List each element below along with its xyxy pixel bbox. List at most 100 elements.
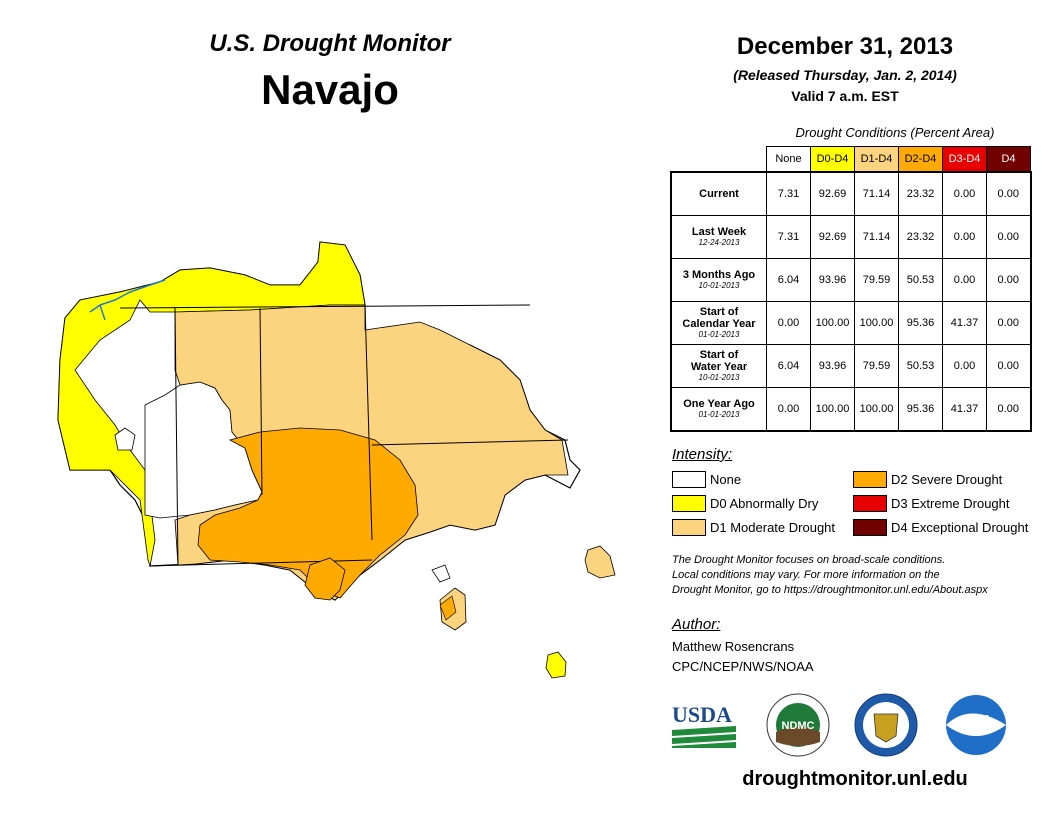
legend-label-d4: D4 Exceptional Drought	[891, 520, 1029, 535]
map-region-none-notch	[114, 427, 136, 451]
note-line-1: The Drought Monitor focuses on broad-sca…	[672, 554, 946, 566]
table-row: Last Week 12-24-2013 7.31 92.69 71.14 23.…	[670, 215, 1032, 259]
table-row: Start of Calendar Year 01-01-2013 0.00 100…	[670, 301, 1032, 345]
commerce-seal-logo	[854, 693, 918, 757]
table-cell: 0.00	[986, 258, 1032, 302]
svg-text:USDA: USDA	[672, 702, 732, 727]
legend-label-d3: D3 Extreme Drought	[891, 496, 1010, 511]
map-boundaries	[119, 304, 569, 567]
table-cell: 23.32	[898, 171, 943, 216]
table-cell: 50.53	[898, 344, 943, 388]
col-header-d4: D4	[986, 146, 1031, 173]
release-date: (Released Thursday, Jan. 2, 2014)	[733, 67, 957, 83]
row-label-one-year-ago: One Year Ago 01-01-2013	[670, 387, 767, 432]
author-name: Matthew Rosencrans	[672, 639, 795, 654]
map-parcel-south	[545, 651, 567, 679]
table-cell: 50.53	[898, 258, 943, 302]
table-cell: 71.14	[854, 215, 899, 259]
col-header-d1-d4: D1-D4	[854, 146, 899, 173]
table-cell: 92.69	[810, 215, 855, 259]
table-header-row: None D0-D4 D1-D4 D2-D4 D3-D4 D4	[671, 146, 1031, 173]
usda-logo: USDA	[672, 702, 736, 748]
table-cell: 0.00	[766, 387, 811, 432]
row-label-last-week: Last Week 12-24-2013	[670, 215, 767, 259]
col-header-d3-d4: D3-D4	[942, 146, 987, 173]
legend-swatch-none	[672, 471, 706, 488]
table-cell: 41.37	[942, 301, 987, 345]
legend-swatch-d2	[853, 471, 887, 488]
table-cell: 0.00	[986, 215, 1032, 259]
table-cell: 6.04	[766, 344, 811, 388]
map-date: December 31, 2013	[736, 33, 954, 60]
svg-text:NOAA: NOAA	[961, 714, 990, 725]
note-line-3: Drought Monitor, go to https://droughtmo…	[672, 584, 988, 596]
table-row: 3 Months Ago 10-01-2013 6.04 93.96 79.59 …	[670, 258, 1032, 302]
author-block: Matthew Rosencrans CPC/NCEP/NWS/NOAA	[672, 637, 814, 677]
table-cell: 23.32	[898, 215, 943, 259]
legend-label-d0: D0 Abnormally Dry	[710, 496, 819, 511]
table-cell: 7.31	[766, 171, 811, 216]
legend-label-d1: D1 Moderate Drought	[710, 520, 836, 535]
table-cell: 92.69	[810, 171, 855, 216]
disclaimer-note: The Drought Monitor focuses on broad-sca…	[672, 553, 1042, 598]
table-cell: 100.00	[810, 301, 855, 345]
svg-text:NDMC: NDMC	[782, 720, 815, 732]
map-river	[89, 279, 166, 321]
legend-swatch-d3	[853, 495, 887, 512]
table-cell: 0.00	[986, 344, 1032, 388]
table-cell: 0.00	[942, 258, 987, 302]
legend-label-none: None	[710, 472, 742, 487]
table-caption: Drought Conditions (Percent Area)	[795, 125, 995, 140]
col-header-d2-d4: D2-D4	[898, 146, 943, 173]
region-title: Navajo	[261, 66, 399, 113]
table-cell: 71.14	[854, 171, 899, 216]
table-cell: 95.36	[898, 301, 943, 345]
map-parcel-small-2b	[439, 595, 457, 621]
table-cell: 0.00	[942, 215, 987, 259]
legend-swatch-d0	[672, 495, 706, 512]
legend-swatch-d4	[853, 519, 887, 536]
table-cell: 100.00	[810, 387, 855, 432]
table-cell: 0.00	[766, 301, 811, 345]
footer-url[interactable]: droughtmonitor.unl.edu	[742, 768, 968, 790]
legend-swatch-d1	[672, 519, 706, 536]
table-row: Start of Water Year 10-01-2013 6.04 93.96 …	[670, 344, 1032, 388]
row-label-start-calendar-year: Start of Calendar Year 01-01-2013	[670, 301, 767, 345]
valid-time: Valid 7 a.m. EST	[791, 88, 899, 104]
drought-map	[57, 241, 616, 679]
agency-logos: USDA NDMC NOAA	[672, 693, 1006, 757]
table-cell: 93.96	[810, 344, 855, 388]
map-parcel-hopi-area	[304, 557, 346, 601]
table-cell: 100.00	[854, 387, 899, 432]
table-cell: 79.59	[854, 258, 899, 302]
row-label-current: Current	[670, 171, 767, 216]
author-heading: Author:	[672, 616, 721, 633]
map-region-d0	[57, 241, 366, 568]
table-cell: 6.04	[766, 258, 811, 302]
ndmc-logo: NDMC	[766, 693, 830, 757]
author-org: CPC/NCEP/NWS/NOAA	[672, 659, 814, 674]
table-corner	[671, 147, 767, 173]
drought-conditions-table: None D0-D4 D1-D4 D2-D4 D3-D4 D4 Current …	[670, 146, 1032, 432]
table-cell: 93.96	[810, 258, 855, 302]
table-row: Current 7.31 92.69 71.14 23.32 0.00 0.00	[670, 171, 1032, 216]
col-header-d0-d4: D0-D4	[810, 146, 855, 173]
row-label-3-months-ago: 3 Months Ago 10-01-2013	[670, 258, 767, 302]
table-cell: 7.31	[766, 215, 811, 259]
legend-label-d2: D2 Severe Drought	[891, 472, 1003, 487]
table-cell: 0.00	[986, 171, 1032, 216]
table-cell: 41.37	[942, 387, 987, 432]
table-cell: 95.36	[898, 387, 943, 432]
table-row: One Year Ago 01-01-2013 0.00 100.00 100.0…	[670, 387, 1032, 432]
table-cell: 0.00	[986, 387, 1032, 432]
table-cell: 0.00	[986, 301, 1032, 345]
map-parcel-small-1	[431, 564, 451, 583]
noaa-logo: NOAA	[946, 695, 1006, 755]
table-cell: 0.00	[942, 171, 987, 216]
table-cell: 79.59	[854, 344, 899, 388]
legend-heading: Intensity:	[672, 446, 733, 463]
map-parcel-east	[584, 545, 616, 579]
table-cell: 0.00	[942, 344, 987, 388]
page-title: U.S. Drought Monitor	[209, 30, 451, 57]
col-header-none: None	[766, 146, 811, 173]
